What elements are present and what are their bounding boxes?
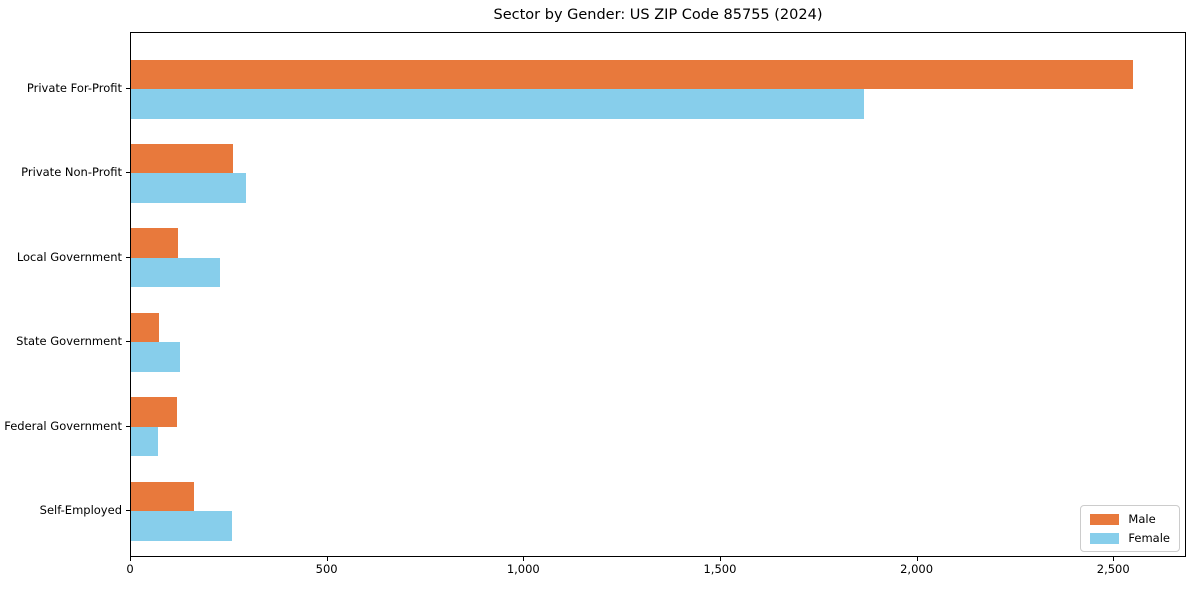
x-tick-label-3: 1,500 — [703, 562, 737, 576]
category-label-3: State Government — [16, 334, 122, 349]
x-tick-mark-5 — [1113, 557, 1115, 561]
bar-male-4 — [131, 397, 177, 427]
x-tick-mark-3 — [719, 557, 721, 561]
x-tick-mark-1 — [326, 557, 328, 561]
bar-female-3 — [131, 342, 181, 372]
chart-title: Sector by Gender: US ZIP Code 85755 (202… — [493, 7, 823, 23]
bar-female-0 — [131, 89, 864, 119]
x-tick-label-1: 500 — [315, 562, 338, 576]
bar-male-1 — [131, 143, 233, 174]
legend-swatch-female — [1090, 532, 1120, 544]
legend: Male Female — [1080, 505, 1180, 552]
bar-male-3 — [131, 312, 159, 343]
x-tick-label-0: 0 — [126, 562, 134, 576]
y-tick-mark-2 — [126, 256, 130, 258]
bar-male-2 — [131, 228, 179, 258]
bar-male-5 — [131, 481, 194, 511]
x-tick-label-4: 2,000 — [900, 562, 934, 576]
bar-female-4 — [131, 426, 159, 457]
y-tick-mark-5 — [126, 510, 130, 511]
bar-female-5 — [131, 511, 232, 541]
legend-swatch-male — [1090, 513, 1120, 525]
y-tick-mark-3 — [126, 341, 130, 343]
bar-male-0 — [131, 59, 1134, 89]
category-label-2: Local Government — [16, 249, 122, 264]
legend-item-male: Male — [1090, 512, 1170, 526]
x-tick-label-5: 2,500 — [1096, 562, 1130, 576]
category-label-4: Federal Government — [4, 418, 122, 433]
x-tick-mark-0 — [130, 557, 131, 561]
plot-area: Male Female — [130, 32, 1186, 557]
bar-female-1 — [131, 173, 246, 203]
y-tick-mark-1 — [126, 172, 130, 174]
x-tick-mark-2 — [523, 557, 525, 561]
x-tick-mark-4 — [916, 557, 918, 561]
legend-item-female: Female — [1090, 531, 1170, 545]
legend-label-male: Male — [1128, 512, 1156, 526]
y-tick-mark-0 — [126, 88, 130, 89]
category-label-5: Self-Employed — [39, 503, 122, 517]
legend-label-female: Female — [1128, 531, 1170, 545]
x-tick-label-2: 1,000 — [506, 562, 540, 576]
bar-female-2 — [131, 257, 220, 288]
y-tick-mark-4 — [126, 425, 130, 427]
category-label-0: Private For-Profit — [26, 81, 122, 95]
category-label-1: Private Non-Profit — [21, 165, 122, 180]
